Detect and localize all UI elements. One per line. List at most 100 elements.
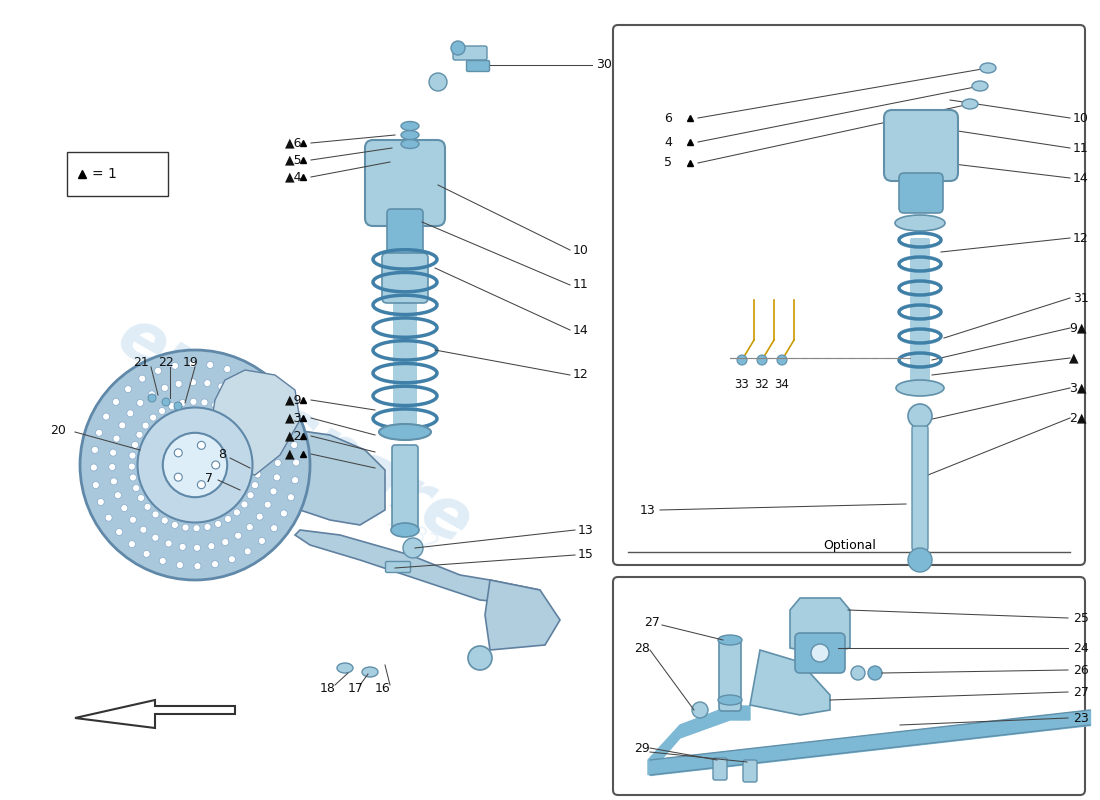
Text: 22: 22: [158, 355, 174, 369]
Polygon shape: [295, 530, 540, 605]
Circle shape: [138, 407, 253, 522]
Circle shape: [160, 558, 166, 565]
Text: for parts since 1982: for parts since 1982: [238, 426, 442, 554]
Circle shape: [256, 513, 263, 520]
Ellipse shape: [895, 215, 945, 231]
FancyBboxPatch shape: [613, 577, 1085, 795]
Circle shape: [254, 406, 261, 414]
Circle shape: [777, 355, 786, 365]
Circle shape: [172, 522, 178, 529]
Ellipse shape: [896, 380, 944, 396]
Circle shape: [165, 540, 172, 547]
Circle shape: [96, 430, 102, 436]
Circle shape: [163, 433, 228, 497]
Circle shape: [737, 355, 747, 365]
Circle shape: [162, 398, 170, 406]
Circle shape: [273, 445, 279, 452]
Circle shape: [208, 542, 214, 550]
Text: 27: 27: [1072, 686, 1089, 698]
Circle shape: [280, 510, 287, 517]
Text: 17: 17: [348, 682, 364, 694]
Text: 11: 11: [1072, 142, 1089, 154]
Polygon shape: [750, 650, 830, 715]
Circle shape: [251, 438, 257, 446]
Circle shape: [234, 532, 242, 539]
FancyBboxPatch shape: [382, 253, 428, 303]
Circle shape: [140, 526, 146, 534]
Text: 18: 18: [320, 682, 336, 694]
Text: 33: 33: [734, 378, 749, 391]
Text: Optional: Optional: [824, 539, 877, 552]
Circle shape: [223, 366, 231, 373]
Text: 4: 4: [664, 135, 672, 149]
Circle shape: [142, 422, 150, 429]
Circle shape: [757, 355, 767, 365]
Circle shape: [262, 418, 270, 426]
Text: 13: 13: [578, 523, 594, 537]
Text: 25: 25: [1072, 611, 1089, 625]
Text: 27: 27: [644, 615, 660, 629]
Circle shape: [692, 702, 708, 718]
Circle shape: [129, 463, 135, 470]
Polygon shape: [265, 430, 385, 525]
Circle shape: [158, 407, 165, 414]
Text: 29: 29: [634, 742, 650, 754]
Text: 7: 7: [205, 471, 213, 485]
Text: 2▲: 2▲: [1069, 411, 1087, 425]
Text: 10: 10: [1072, 111, 1089, 125]
Circle shape: [267, 394, 274, 402]
Circle shape: [179, 399, 186, 406]
Circle shape: [290, 442, 298, 449]
Circle shape: [252, 482, 258, 489]
Circle shape: [255, 460, 262, 467]
Circle shape: [136, 399, 144, 406]
Circle shape: [138, 494, 144, 502]
Circle shape: [197, 442, 206, 450]
Circle shape: [286, 425, 293, 431]
Circle shape: [90, 464, 97, 471]
Circle shape: [130, 474, 136, 481]
Circle shape: [144, 503, 151, 510]
Text: 10: 10: [573, 243, 588, 257]
Circle shape: [274, 474, 280, 481]
Circle shape: [168, 402, 175, 410]
Text: 12: 12: [1072, 231, 1089, 245]
Circle shape: [112, 398, 120, 406]
Text: 14: 14: [1072, 171, 1089, 185]
Circle shape: [102, 413, 110, 420]
Text: 24: 24: [1072, 642, 1089, 654]
Circle shape: [152, 534, 158, 542]
Circle shape: [254, 382, 262, 390]
Text: 11: 11: [573, 278, 588, 291]
FancyBboxPatch shape: [365, 140, 446, 226]
Circle shape: [174, 402, 182, 410]
FancyBboxPatch shape: [899, 173, 943, 213]
Circle shape: [129, 541, 135, 547]
Text: 16: 16: [375, 682, 390, 694]
Circle shape: [851, 666, 865, 680]
Circle shape: [811, 644, 829, 662]
Ellipse shape: [402, 139, 419, 149]
Text: 3▲: 3▲: [1069, 382, 1087, 394]
Circle shape: [231, 412, 238, 419]
FancyBboxPatch shape: [613, 25, 1085, 565]
Circle shape: [174, 449, 183, 457]
Circle shape: [908, 548, 932, 572]
Text: 12: 12: [573, 369, 588, 382]
Circle shape: [278, 409, 285, 416]
Text: 28: 28: [634, 642, 650, 654]
Text: 20: 20: [50, 423, 66, 437]
Circle shape: [116, 529, 122, 535]
Circle shape: [211, 461, 220, 469]
Circle shape: [207, 362, 213, 369]
Circle shape: [222, 406, 229, 413]
Circle shape: [241, 501, 248, 508]
Circle shape: [172, 362, 178, 370]
Circle shape: [129, 452, 136, 459]
Circle shape: [119, 422, 125, 429]
Circle shape: [162, 385, 168, 391]
Circle shape: [91, 446, 98, 454]
Circle shape: [233, 509, 240, 516]
Ellipse shape: [402, 122, 419, 130]
Circle shape: [468, 646, 492, 670]
